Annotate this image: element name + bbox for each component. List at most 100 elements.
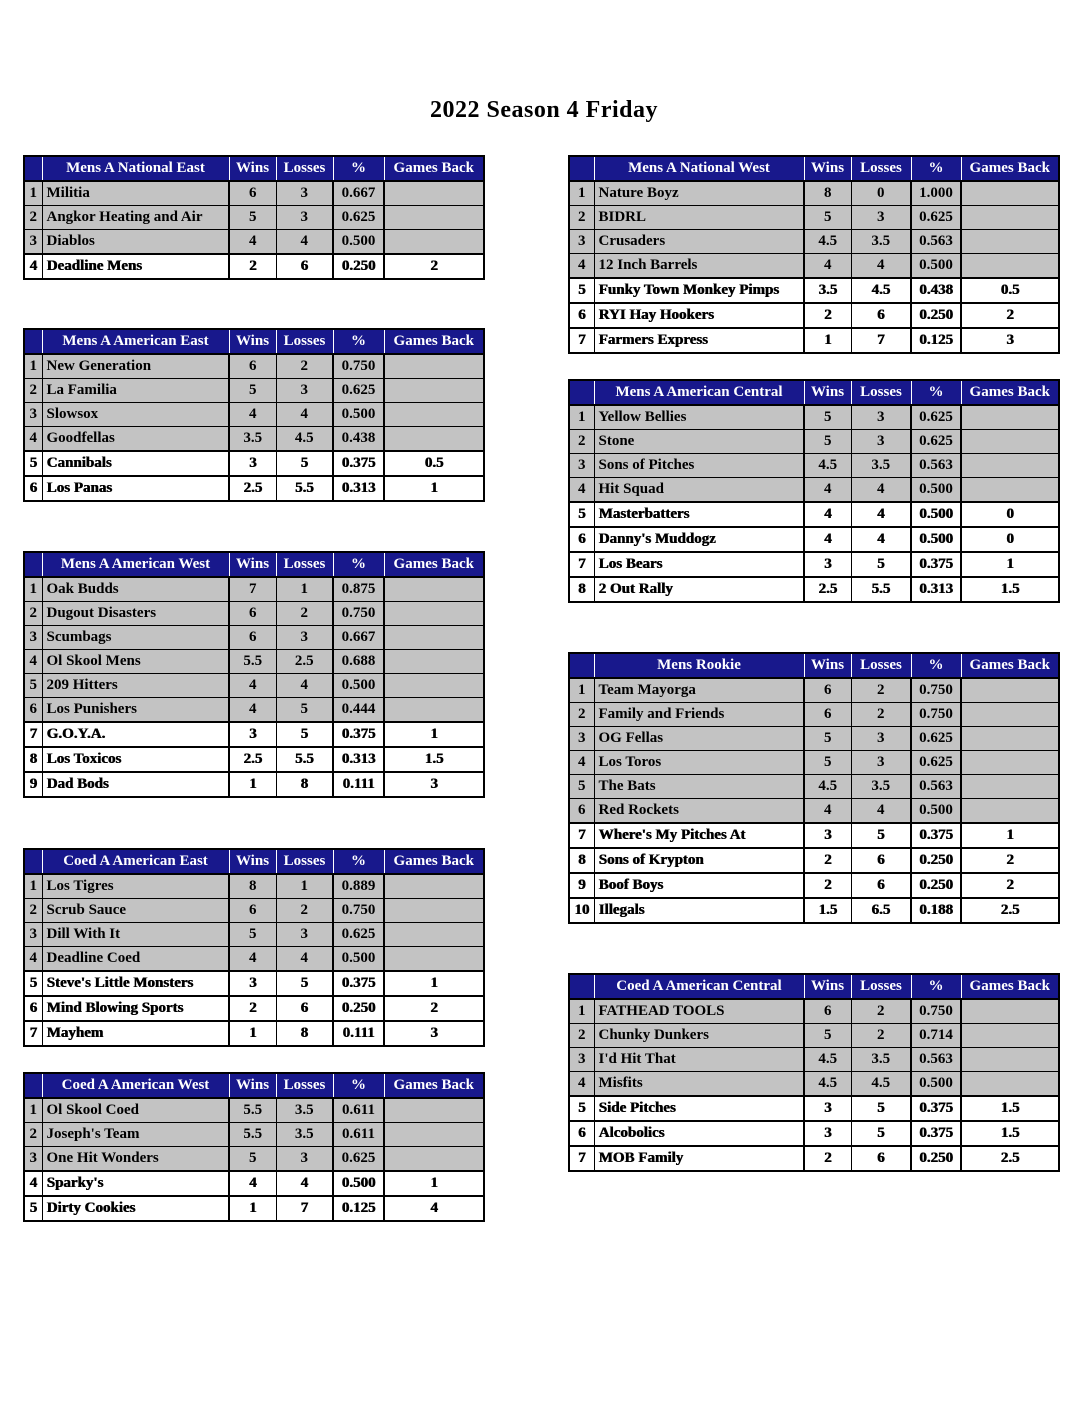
games-back-cell <box>383 180 485 206</box>
losses-cell: 3.5 <box>850 774 912 799</box>
standings-row: 3 Dill With It 5 3 0.625 <box>23 922 485 947</box>
losses-cell: 2 <box>850 677 912 703</box>
team-name-cell: Steve's Little Monsters <box>41 970 230 997</box>
team-name-cell: Scumbags <box>41 625 230 650</box>
games-back-cell: 1 <box>383 1170 485 1197</box>
pct-cell: 0.750 <box>910 998 962 1024</box>
pct-cell: 0.375 <box>332 450 385 477</box>
rank-cell: 2 <box>23 601 43 626</box>
losses-cell: 3 <box>850 726 912 751</box>
standings-row: 2 BIDRL 5 3 0.625 <box>568 205 1060 230</box>
team-name-cell: Funky Town Monkey Pimps <box>593 277 805 304</box>
losses-cell: 7 <box>275 1195 334 1222</box>
losses-cell: 8 <box>275 771 334 798</box>
losses-cell: 7 <box>850 327 912 354</box>
wins-cell: 2 <box>228 253 277 280</box>
wins-cell: 6 <box>228 898 277 923</box>
games-back-cell <box>383 378 485 403</box>
rank-header <box>23 551 43 578</box>
wins-cell: 4.5 <box>803 774 852 799</box>
team-name-cell: Deadline Mens <box>41 253 230 280</box>
standings-row: 10 Illegals 1.5 6.5 0.188 2.5 <box>568 897 1060 924</box>
games-back-cell <box>383 922 485 947</box>
standings-table-mens-a-american-west: Mens A American West Wins Losses% Games Bac… <box>23 551 485 798</box>
pct-cell: 0.500 <box>910 501 962 528</box>
losses-header: Losses <box>850 973 912 1000</box>
pct-cell: 0.667 <box>332 625 385 650</box>
team-name-cell: Dirty Cookies <box>41 1195 230 1222</box>
pct-cell: 0.750 <box>332 601 385 626</box>
standings-row: 7 G.O.Y.A. 3 5 0.375 1 <box>23 721 485 748</box>
wins-cell: 4 <box>228 673 277 698</box>
games-back-cell: 1.5 <box>960 1120 1060 1147</box>
games-back-cell <box>383 402 485 427</box>
games-back-cell: 2 <box>383 253 485 280</box>
team-name-cell: Family and Friends <box>593 702 805 727</box>
team-name-cell: I'd Hit That <box>593 1047 805 1072</box>
rank-cell: 9 <box>23 771 43 798</box>
standings-row: 7 Mayhem 1 8 0.111 3 <box>23 1020 485 1047</box>
rank-cell: 1 <box>568 404 595 430</box>
games-back-cell <box>960 798 1060 824</box>
page-title: 2022 Season 4 Friday <box>429 97 658 123</box>
pct-header: % <box>332 848 385 875</box>
pct-cell: 0.250 <box>332 995 385 1022</box>
standings-column-right: Mens A National West Wins Losses% Games Bac… <box>568 155 1060 1172</box>
games-back-cell <box>960 477 1060 503</box>
rank-cell: 3 <box>568 1047 595 1072</box>
team-name-cell: Sparky's <box>41 1170 230 1197</box>
team-name-cell: Los Bears <box>593 551 805 578</box>
rank-cell: 4 <box>23 253 43 280</box>
pct-cell: 0.500 <box>332 229 385 255</box>
games-back-cell <box>960 774 1060 799</box>
rank-cell: 1 <box>568 180 595 206</box>
games-back-header: Games Back <box>383 328 485 355</box>
standings-header-row: Mens A American East Wins Losses% Games Bac… <box>23 328 485 355</box>
games-back-cell: 3 <box>383 1020 485 1047</box>
games-back-cell: 1 <box>383 970 485 997</box>
team-name-cell: Los Toxicos <box>41 746 230 773</box>
losses-cell: 6 <box>850 302 912 329</box>
losses-cell: 3 <box>275 180 334 206</box>
losses-cell: 3.5 <box>275 1097 334 1123</box>
team-name-cell: Los Punishers <box>41 697 230 723</box>
games-back-cell: 2.5 <box>960 897 1060 924</box>
losses-cell: 3 <box>850 429 912 454</box>
games-back-cell <box>383 1097 485 1123</box>
losses-cell: 2 <box>850 998 912 1024</box>
pct-cell: 0.500 <box>910 526 962 553</box>
rank-cell: 8 <box>568 576 595 603</box>
wins-header: Wins <box>803 379 852 406</box>
standings-row: 1 New Generation 6 2 0.750 <box>23 353 485 379</box>
games-back-cell <box>383 1146 485 1172</box>
wins-header: Wins <box>228 1072 277 1099</box>
pct-cell: 1.000 <box>910 180 962 206</box>
team-name-cell: RYI Hay Hookers <box>593 302 805 329</box>
rank-cell: 4 <box>568 477 595 503</box>
team-name-cell: Los Tigres <box>41 873 230 899</box>
games-back-cell: 2 <box>960 302 1060 329</box>
rank-cell: 4 <box>568 1071 595 1097</box>
standings-table-mens-rookie: Mens Rookie Wins Losses% Games Back 1 Team Ma… <box>568 652 1060 924</box>
standings-row: 4 12 Inch Barrels 4 4 0.500 <box>568 253 1060 279</box>
standings-row: 3 Scumbags 6 3 0.667 <box>23 625 485 650</box>
losses-header: Losses <box>850 379 912 406</box>
rank-header <box>568 652 595 679</box>
pct-cell: 0.250 <box>910 1145 962 1172</box>
pct-cell: 0.625 <box>910 404 962 430</box>
standings-header-row: Mens A National West Wins Losses% Games Bac… <box>568 155 1060 182</box>
rank-cell: 5 <box>568 277 595 304</box>
standings-column-left: Mens A National East Wins Losses% Games Bac… <box>23 155 485 1222</box>
games-back-header: Games Back <box>960 973 1060 1000</box>
standings-table-coed-a-american-east: Coed A American East Wins Losses% Games Bac… <box>23 848 485 1047</box>
team-name-cell: G.O.Y.A. <box>41 721 230 748</box>
rank-header <box>23 848 43 875</box>
wins-cell: 6 <box>228 625 277 650</box>
standings-row: 2 Dugout Disasters 6 2 0.750 <box>23 601 485 626</box>
pct-cell: 0.875 <box>332 576 385 602</box>
wins-cell: 5.5 <box>228 1122 277 1147</box>
wins-header: Wins <box>228 848 277 875</box>
games-back-cell <box>383 673 485 698</box>
games-back-cell <box>383 1122 485 1147</box>
pct-cell: 0.250 <box>910 847 962 874</box>
